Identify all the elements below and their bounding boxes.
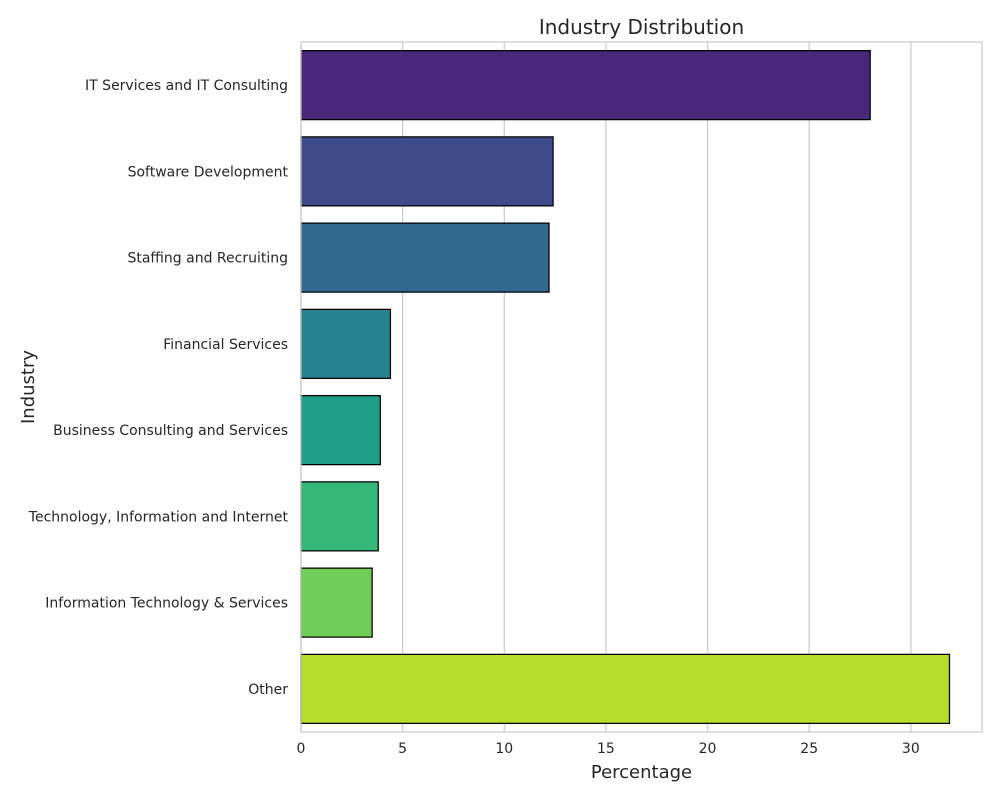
x-tick-label: 30	[902, 741, 920, 757]
bar	[300, 136, 554, 207]
chart-title: Industry Distribution	[539, 15, 744, 39]
y-tick-labels: IT Services and IT Consulting Software De…	[28, 78, 289, 698]
bar	[300, 222, 550, 293]
x-tick-labels: 0 5 10 15 20 25 30	[297, 741, 920, 757]
y-tick-label: Other	[248, 682, 288, 698]
y-tick-label: Financial Services	[163, 337, 288, 353]
bar	[300, 567, 373, 638]
bar	[300, 395, 381, 466]
x-axis-title: Percentage	[591, 762, 692, 783]
x-tick-label: 0	[297, 741, 306, 757]
plot-frame	[300, 41, 983, 733]
y-tick-label: Business Consulting and Services	[53, 423, 288, 439]
x-tick-label: 10	[495, 741, 513, 757]
y-tick-label: Staffing and Recruiting	[127, 251, 288, 267]
y-tick-label: Software Development	[128, 164, 289, 180]
bars	[300, 50, 951, 724]
bar	[300, 308, 392, 379]
y-axis-title: Industry	[18, 350, 39, 424]
bar	[300, 653, 951, 724]
bar	[300, 481, 379, 552]
y-tick-label: IT Services and IT Consulting	[85, 78, 288, 94]
x-tick-label: 20	[699, 741, 717, 757]
y-tick-label: Technology, Information and Internet	[28, 509, 289, 525]
x-tick-label: 5	[398, 741, 407, 757]
bar	[300, 50, 871, 121]
x-tick-label: 15	[597, 741, 615, 757]
y-tick-label: Information Technology & Services	[45, 596, 288, 612]
x-tick-label: 25	[800, 741, 818, 757]
